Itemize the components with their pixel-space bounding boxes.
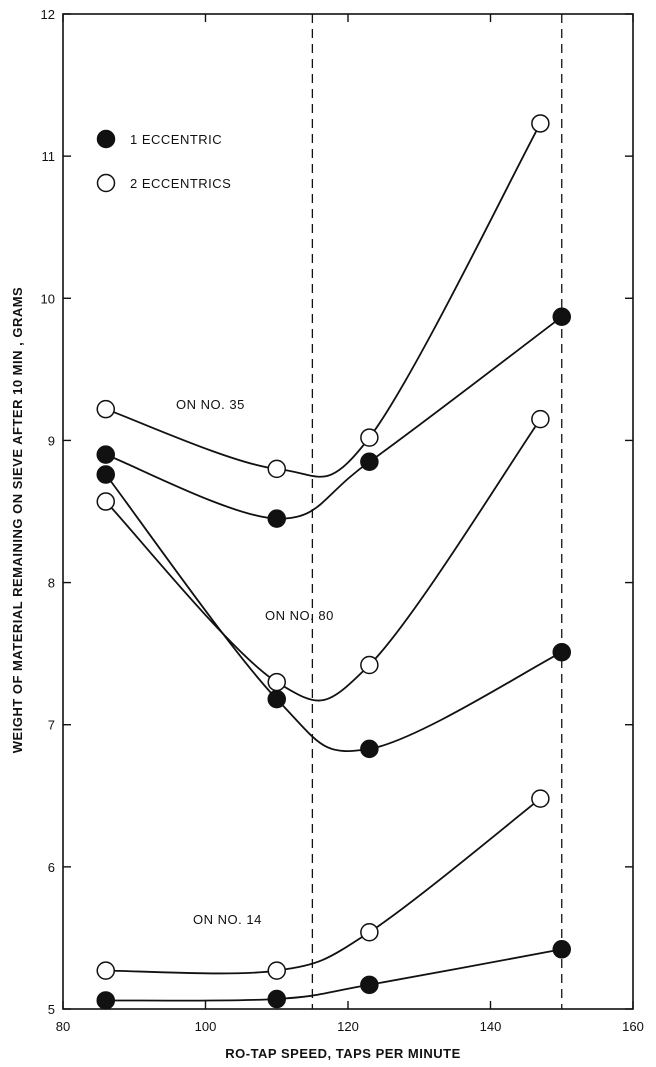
data-point-filled: [96, 991, 115, 1010]
data-point-open: [96, 492, 115, 511]
annotation-no-14: ON NO. 14: [193, 912, 262, 927]
legend-marker-filled: [96, 129, 116, 149]
annotation-no-35: ON NO. 35: [176, 397, 245, 412]
data-point-filled: [552, 940, 571, 959]
y-tick-label: 5: [48, 1002, 55, 1017]
x-axis-title: RO-TAP SPEED, TAPS PER MINUTE: [225, 1046, 461, 1061]
series-curve: [105, 316, 563, 520]
legend-label-1-eccentric: 1 ECCENTRIC: [130, 132, 222, 147]
y-tick-label: 11: [42, 149, 56, 164]
y-tick-label: 9: [48, 433, 55, 448]
data-point-open: [96, 399, 115, 419]
data-point-filled: [96, 445, 115, 464]
legend-label-2-eccentrics: 2 ECCENTRICS: [130, 176, 231, 191]
y-tick-label: 8: [48, 576, 55, 591]
annotation-no-80: ON NO. 80: [265, 608, 334, 623]
y-tick-label: 12: [41, 7, 55, 22]
legend: 1 ECCENTRIC 2 ECCENTRICS: [96, 129, 231, 193]
fitted-curves: [105, 122, 563, 1002]
data-point-filled: [360, 739, 379, 759]
y-axis-title: WEIGHT OF MATERIAL REMAINING ON SIEVE AF…: [10, 287, 25, 753]
data-point-open: [267, 961, 286, 980]
plot-frame: [62, 13, 634, 1010]
x-tick-label: 120: [337, 1019, 359, 1034]
data-point-filled: [267, 689, 286, 709]
data-point-filled: [267, 989, 286, 1009]
series-curve: [105, 122, 542, 478]
data-point-filled: [360, 452, 379, 471]
x-tick-label: 100: [195, 1019, 217, 1034]
data-point-filled: [360, 975, 379, 995]
axis-ticks: 80 100 120 140 160 5 6 7 8 9 10 11 12: [41, 7, 644, 1034]
x-tick-label: 80: [56, 1019, 70, 1034]
data-point-filled: [96, 465, 115, 484]
data-points: [96, 114, 571, 1010]
data-point-open: [360, 655, 379, 675]
data-point-open: [531, 409, 550, 429]
y-tick-label: 6: [48, 860, 55, 875]
y-tick-label: 7: [48, 718, 55, 733]
x-tick-label: 160: [622, 1019, 644, 1034]
data-point-open: [531, 114, 550, 133]
data-point-filled: [267, 509, 286, 528]
data-point-open: [360, 922, 379, 942]
series-curve: [105, 473, 563, 752]
y-tick-label: 10: [41, 291, 55, 306]
series-curve: [105, 797, 541, 975]
data-point-open: [267, 672, 286, 692]
data-point-filled: [552, 307, 571, 327]
data-point-open: [531, 789, 550, 808]
data-point-filled: [552, 642, 571, 662]
legend-marker-open: [96, 173, 116, 193]
x-tick-label: 140: [480, 1019, 502, 1034]
data-point-open: [360, 428, 379, 447]
reference-lines: [311, 14, 563, 1009]
series-curve: [105, 948, 562, 1002]
series-curve: [105, 418, 542, 702]
data-point-open: [96, 961, 115, 980]
data-point-open: [267, 459, 286, 479]
